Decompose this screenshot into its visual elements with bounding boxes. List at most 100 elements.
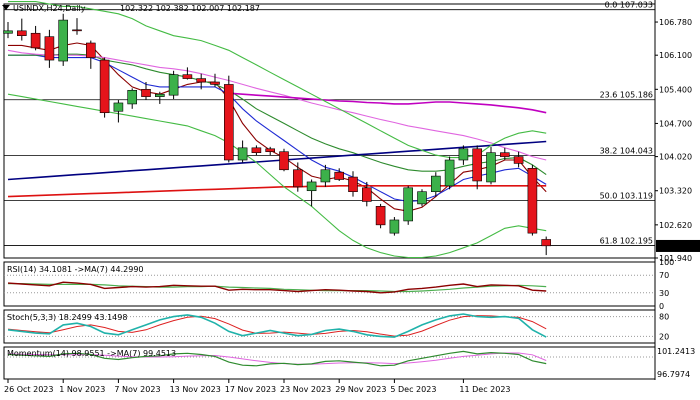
fib-label: 38.2 104.043 [600, 146, 653, 155]
rsi-line [7, 281, 547, 294]
moving-average-line-bollinger [8, 1, 547, 159]
ohlc-header: 102.322 102.382 102.007 102.187 [120, 4, 260, 13]
fib-label: 61.8 102.195 [600, 237, 653, 246]
moving-average-line-ma_pink [7, 49, 547, 161]
momentum-tick-label: 96.7974 [657, 370, 690, 379]
moving-average-line-ma_blue [8, 54, 547, 202]
candle-down [499, 152, 510, 157]
rsi-tick-label: 0 [659, 302, 664, 311]
pane-frame-main [3, 3, 656, 259]
price-tick-label: 101.940 [659, 254, 692, 263]
fibonacci-layer: 0.0 107.033 23.6 105.186 38.2 104.043 50.0 … [4, 1, 655, 246]
candle-down [196, 78, 206, 83]
candle-down [224, 84, 234, 161]
candle-up [389, 219, 400, 234]
candle-down [72, 29, 82, 32]
candle-up [306, 181, 317, 192]
candle-up [417, 191, 427, 205]
stoch-tick-label: 80 [659, 313, 669, 322]
date-label: 26 Oct 2023 [4, 385, 53, 394]
candle-down [541, 239, 552, 247]
candle-up [113, 102, 124, 112]
candle-up [155, 93, 165, 97]
date-label: 1 Nov 2023 [59, 385, 105, 394]
price-tick-label: 103.320 [659, 187, 692, 196]
candle-down [348, 176, 358, 192]
last-price-box [656, 239, 700, 252]
candle-down [527, 167, 538, 234]
moving-average-line-ma_fast [8, 42, 547, 212]
date-label: 11 Dec 2023 [459, 385, 510, 394]
indicator-layer [4, 274, 655, 367]
candle-down [86, 42, 96, 58]
moving-average-line-ma_navy [7, 140, 547, 181]
candle-up [127, 89, 137, 105]
price-tick-label: 105.400 [659, 85, 692, 94]
candle-down [265, 148, 276, 153]
candle-down [334, 171, 345, 180]
candle-up [486, 152, 496, 183]
candle-down [279, 151, 289, 171]
moving-average-line-ma_red [7, 185, 547, 198]
date-label: 29 Nov 2023 [335, 385, 386, 394]
price-tick-label: 104.020 [659, 153, 692, 162]
candle-down [44, 36, 55, 61]
momentum-tick-label: 101.2413 [657, 347, 695, 356]
candle-down [210, 81, 220, 85]
candle-down [292, 169, 303, 188]
candle-down [141, 89, 151, 97]
candle-up [237, 147, 248, 161]
candle-down [182, 74, 193, 79]
fib-label: 50.0 103.119 [600, 192, 653, 201]
candle-up [3, 30, 13, 34]
candles-layer [3, 13, 552, 256]
candle-up [444, 159, 455, 187]
fib-label: 0.0 107.033 [605, 1, 653, 10]
candle-down [99, 59, 110, 114]
momentum-label: Momentum(14) 98.9551 ->MA(7) 99.4513 [7, 349, 176, 358]
candle-down [375, 206, 386, 226]
candle-down [472, 148, 483, 182]
candle-down [251, 147, 262, 153]
price-tick-label: 106.100 [659, 51, 692, 60]
date-label: 13 Nov 2023 [170, 385, 221, 394]
candle-down [513, 156, 524, 164]
date-label: 7 Nov 2023 [114, 385, 160, 394]
rsi-label: RSI(14) 34.1081 ->MA(7) 44.2990 [7, 265, 144, 274]
stoch-label: Stoch(5,3,3) 18.2499 43.1498 [7, 313, 127, 322]
candle-up [403, 187, 414, 222]
rsi-tick-label: 100 [659, 258, 674, 267]
price-tick-label: 104.700 [659, 119, 692, 128]
rsi-tick-label: 30 [659, 289, 669, 298]
price-tick-label: 102.620 [659, 221, 692, 230]
moving-average-line-ma_green [8, 53, 547, 176]
momentum-line [7, 350, 547, 367]
moving-average-layer [7, 1, 547, 259]
candle-down [361, 187, 372, 202]
candle-down [16, 30, 27, 36]
date-label: 17 Nov 2023 [225, 385, 276, 394]
moving-average-line-bollinger [7, 93, 547, 259]
candle-up [430, 175, 441, 192]
rsi-ma-line [8, 283, 547, 293]
date-label: 23 Nov 2023 [280, 385, 331, 394]
price-tick-label: 106.780 [659, 18, 692, 27]
candle-up [320, 169, 331, 183]
date-label: 5 Dec 2023 [390, 385, 436, 394]
moving-average-line-ma_magenta [228, 92, 547, 114]
stoch-tick-label: 20 [659, 332, 669, 341]
symbol-triangle-icon [2, 5, 10, 10]
text-layer: USINDX,H24,Daily 102.322 102.382 102.007… [2, 4, 260, 358]
fib-label: 23.6 105.186 [600, 91, 653, 100]
axis-layer: 106.780 106.100 105.400 104.700 104.020 103.3… [4, 18, 700, 394]
candle-down [30, 32, 41, 49]
candle-up [168, 74, 179, 96]
grid-layer [3, 0, 656, 380]
candle-up [58, 19, 69, 62]
stoch-main-line [7, 313, 547, 338]
last-price-label: 102.187 [659, 242, 692, 251]
rsi-tick-label: 70 [659, 271, 669, 280]
symbol-header: USINDX,H24,Daily [13, 4, 86, 13]
